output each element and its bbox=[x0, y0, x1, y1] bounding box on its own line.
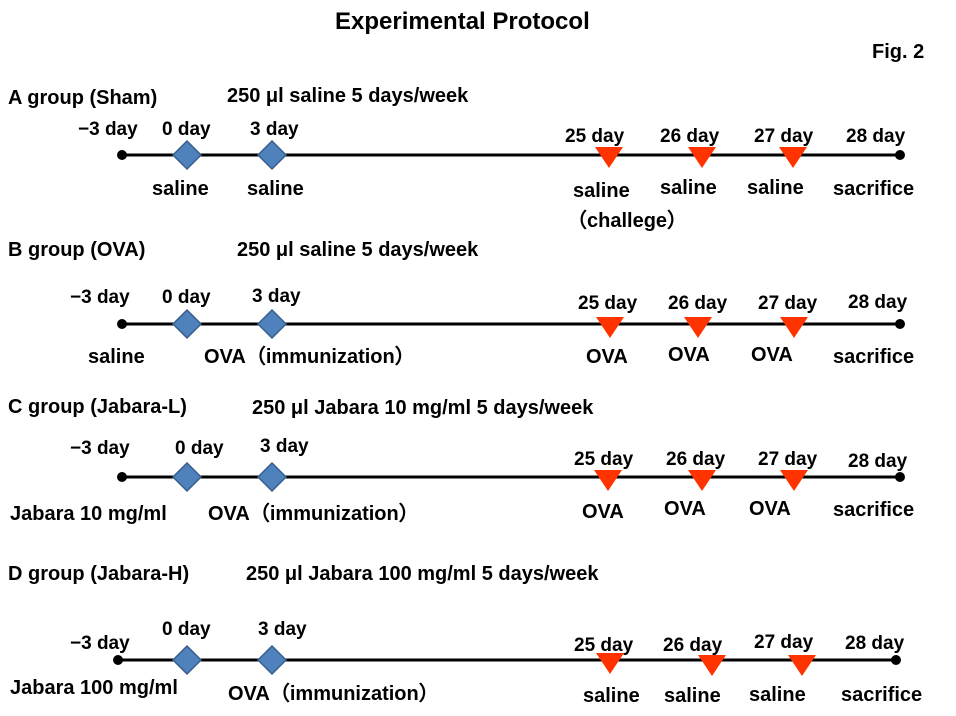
event-label: saline bbox=[664, 685, 721, 707]
day-label: 0 day bbox=[162, 119, 211, 140]
dot-icon bbox=[113, 655, 123, 665]
event-label: OVA bbox=[586, 346, 628, 368]
day-label: 25 day bbox=[565, 126, 625, 147]
dot-icon bbox=[895, 472, 905, 482]
timeline bbox=[117, 461, 905, 493]
day-label: 27 day bbox=[758, 293, 818, 314]
day-label: 28 day bbox=[845, 633, 905, 654]
day-label: 0 day bbox=[175, 438, 224, 459]
diamond-icon bbox=[256, 461, 288, 493]
event-label: OVA（immunization） bbox=[228, 683, 439, 705]
day-label: 3 day bbox=[260, 436, 309, 457]
event-label: OVA bbox=[668, 344, 710, 366]
down-triangle-icon bbox=[594, 470, 622, 491]
day-label: 26 day bbox=[668, 293, 728, 314]
event-label: Jabara 100 mg/ml bbox=[10, 677, 178, 699]
dot-icon bbox=[117, 472, 127, 482]
diamond-icon bbox=[171, 644, 203, 676]
day-label: 25 day bbox=[574, 635, 634, 656]
day-label: 27 day bbox=[754, 126, 814, 147]
event-label: OVA bbox=[582, 501, 624, 523]
dot-icon bbox=[895, 150, 905, 160]
down-triangle-icon bbox=[780, 317, 808, 338]
event-label: Jabara 10 mg/ml bbox=[10, 503, 167, 525]
down-triangle-icon bbox=[688, 147, 716, 168]
diamond-icon bbox=[171, 139, 203, 171]
group-dose: 250 μl Jabara 100 mg/ml 5 days/week bbox=[246, 563, 599, 585]
day-label: 28 day bbox=[848, 292, 908, 313]
event-label: saline bbox=[660, 177, 717, 199]
down-triangle-icon bbox=[698, 655, 726, 676]
dot-icon bbox=[117, 319, 127, 329]
timeline bbox=[113, 644, 901, 676]
event-label: saline bbox=[88, 346, 145, 368]
diamond-icon bbox=[256, 644, 288, 676]
group-dose: 250 μl saline 5 days/week bbox=[227, 85, 469, 107]
day-label: −3 day bbox=[70, 633, 130, 654]
day-label: 3 day bbox=[250, 119, 299, 140]
event-label: OVA（immunization） bbox=[208, 503, 419, 525]
down-triangle-icon bbox=[788, 655, 816, 676]
group-title: C group (Jabara-L) bbox=[8, 396, 187, 418]
group-dose: 250 μl saline 5 days/week bbox=[237, 239, 479, 261]
diamond-icon bbox=[171, 461, 203, 493]
dot-icon bbox=[891, 655, 901, 665]
figure-label: Fig. 2 bbox=[872, 41, 925, 63]
event-label: sacrifice bbox=[833, 499, 915, 521]
day-label: 3 day bbox=[258, 619, 307, 640]
day-label: 28 day bbox=[846, 126, 906, 147]
down-triangle-icon bbox=[684, 317, 712, 338]
down-triangle-icon bbox=[595, 147, 623, 168]
day-label: 27 day bbox=[758, 449, 818, 470]
day-label: 25 day bbox=[574, 449, 634, 470]
event-label: （challege） bbox=[567, 210, 688, 232]
day-label: 26 day bbox=[660, 126, 720, 147]
diamond-icon bbox=[256, 308, 288, 340]
down-triangle-icon bbox=[779, 147, 807, 168]
event-label: OVA bbox=[751, 344, 793, 366]
group-dose: 250 μl Jabara 10 mg/ml 5 days/week bbox=[252, 397, 594, 419]
diamond-icon bbox=[256, 139, 288, 171]
diamond-icon bbox=[171, 308, 203, 340]
down-triangle-icon bbox=[596, 653, 624, 674]
day-label: 26 day bbox=[663, 635, 723, 656]
event-label: saline bbox=[749, 684, 806, 706]
dot-icon bbox=[895, 319, 905, 329]
day-label: 25 day bbox=[578, 293, 638, 314]
down-triangle-icon bbox=[780, 470, 808, 491]
group-title: B group (OVA) bbox=[8, 239, 146, 261]
timeline bbox=[117, 308, 905, 340]
timeline bbox=[117, 139, 905, 171]
day-label: 27 day bbox=[754, 632, 814, 653]
day-label: −3 day bbox=[70, 287, 130, 308]
day-label: 3 day bbox=[252, 286, 301, 307]
event-label: saline bbox=[747, 177, 804, 199]
event-label: OVA bbox=[664, 498, 706, 520]
event-label: OVA（immunization） bbox=[204, 346, 415, 368]
day-label: 0 day bbox=[162, 619, 211, 640]
diagram-title: Experimental Protocol bbox=[335, 8, 590, 35]
day-label: 0 day bbox=[162, 287, 211, 308]
event-label: sacrifice bbox=[841, 684, 923, 706]
event-label: saline bbox=[152, 178, 209, 200]
event-label: saline bbox=[583, 685, 640, 707]
down-triangle-icon bbox=[596, 317, 624, 338]
down-triangle-icon bbox=[688, 470, 716, 491]
dot-icon bbox=[117, 150, 127, 160]
group-title: A group (Sham) bbox=[8, 87, 158, 109]
event-label: saline bbox=[247, 178, 304, 200]
event-label: saline bbox=[573, 180, 630, 202]
group-title: D group (Jabara-H) bbox=[8, 563, 190, 585]
day-label: 26 day bbox=[666, 449, 726, 470]
event-label: sacrifice bbox=[833, 178, 915, 200]
event-label: OVA bbox=[749, 498, 791, 520]
day-label: −3 day bbox=[78, 119, 138, 140]
day-label: −3 day bbox=[70, 438, 130, 459]
event-label: sacrifice bbox=[833, 346, 915, 368]
day-label: 28 day bbox=[848, 451, 908, 472]
